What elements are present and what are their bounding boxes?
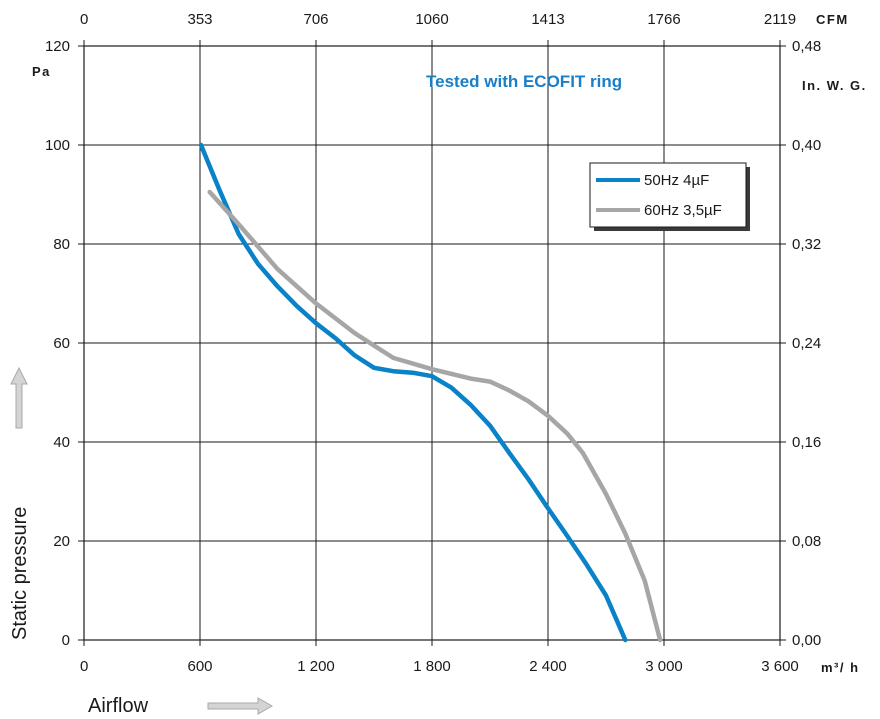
y2-tick-label: 0,08 bbox=[792, 533, 821, 550]
x-tick-label: 1 200 bbox=[297, 658, 335, 675]
y-tick-label: 20 bbox=[53, 533, 70, 550]
x-tick-label: 1 800 bbox=[413, 658, 451, 675]
x-tick-label: 2 400 bbox=[529, 658, 567, 675]
right-axis-unit: In. W. G. bbox=[802, 78, 867, 93]
y-tick-label: 0 bbox=[62, 632, 70, 649]
series-line-1 bbox=[207, 189, 663, 643]
y2-tick-label: 0,16 bbox=[792, 434, 821, 451]
x-axis-title-group: Airflow bbox=[88, 695, 274, 717]
legend-label-60hz: 60Hz 3,5µF bbox=[644, 202, 722, 219]
y-tick-label: 80 bbox=[53, 236, 70, 253]
x-tick-label: 3 000 bbox=[645, 658, 683, 675]
legend: 50Hz 4µF 60Hz 3,5µF bbox=[589, 162, 750, 231]
y-axis-title: Static pressure bbox=[9, 507, 31, 640]
y2-tick-label: 0,32 bbox=[792, 236, 821, 253]
legend-box bbox=[589, 162, 747, 228]
top-axis-unit: CFM bbox=[816, 12, 849, 27]
legend-label-50hz: 50Hz 4µF bbox=[644, 172, 709, 189]
y-tick-label: 40 bbox=[53, 434, 70, 451]
y2-tick-label: 0,48 bbox=[792, 38, 821, 55]
y-tick-label: 60 bbox=[53, 335, 70, 352]
y2-tick-label: 0,40 bbox=[792, 137, 821, 154]
y-tick-label: 100 bbox=[45, 137, 70, 154]
y2-tick-label: 0,00 bbox=[792, 632, 821, 649]
series-lines bbox=[198, 142, 663, 643]
left-axis-unit: Pa bbox=[32, 64, 51, 79]
top-axis-ticks: 0 353 706 1060 1413 1766 2119 bbox=[80, 11, 796, 46]
x2-tick-label: 1060 bbox=[415, 11, 448, 28]
x2-tick-label: 1766 bbox=[647, 11, 680, 28]
x2-tick-label: 353 bbox=[187, 11, 212, 28]
x-axis-arrow bbox=[207, 697, 274, 715]
y-axis-title-group: Static pressure bbox=[9, 366, 31, 640]
x2-tick-label: 2119 bbox=[764, 11, 796, 28]
x2-tick-label: 1413 bbox=[531, 11, 564, 28]
x2-tick-label: 0 bbox=[80, 11, 88, 28]
y-axis-arrow bbox=[10, 366, 28, 429]
y-tick-label: 120 bbox=[45, 38, 70, 55]
x2-tick-label: 706 bbox=[303, 11, 328, 28]
left-axis-ticks: 0 20 40 60 80 100 120 bbox=[45, 38, 84, 649]
bottom-axis-unit: m³/ h bbox=[821, 660, 860, 675]
x-tick-label: 0 bbox=[80, 658, 88, 675]
grid-lines bbox=[84, 46, 780, 640]
bottom-axis-ticks: 0 600 1 200 1 800 2 400 3 000 3 600 bbox=[80, 640, 799, 675]
x-axis-title: Airflow bbox=[88, 695, 149, 717]
y2-tick-label: 0,24 bbox=[792, 335, 821, 352]
x-tick-label: 600 bbox=[187, 658, 212, 675]
x-tick-label: 3 600 bbox=[761, 658, 799, 675]
chart-annotation: Tested with ECOFIT ring bbox=[426, 72, 622, 91]
series-line-0 bbox=[198, 142, 628, 643]
right-axis-ticks: 0,00 0,08 0,16 0,24 0,32 0,40 0,48 bbox=[780, 38, 821, 649]
